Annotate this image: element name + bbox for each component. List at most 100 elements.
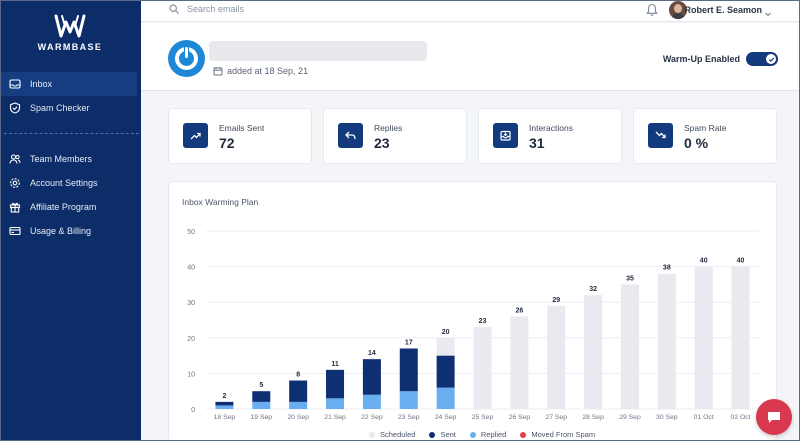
data-label: 35 <box>626 275 634 282</box>
sidebar-item-label: Spam Checker <box>30 103 90 113</box>
data-label: 17 <box>405 339 413 346</box>
x-tick-label: 20 Sep <box>287 414 309 421</box>
inbox-tray-icon <box>493 123 518 148</box>
sidebar-divider <box>4 133 139 134</box>
legend-swatch <box>369 431 375 438</box>
x-tick-label: 25 Sep <box>472 414 494 421</box>
bar-sent <box>436 355 455 388</box>
stat-card-interactions: Interactions 31 <box>478 108 622 164</box>
bar-sent <box>362 359 381 395</box>
x-tick-label: 18 Sep <box>214 414 236 421</box>
bar-scheduled <box>657 273 676 409</box>
stat-label: Spam Rate <box>684 123 727 133</box>
y-tick-label: 20 <box>187 336 195 343</box>
sidebar-item-label: Usage & Billing <box>30 226 92 236</box>
x-tick-label: 30 Sep <box>656 414 678 421</box>
data-label: 8 <box>296 372 300 379</box>
stat-value: 0 % <box>684 135 709 151</box>
bar-sent <box>252 391 271 402</box>
added-text: added at 18 Sep, 21 <box>227 66 309 76</box>
stat-card-spam-rate: Spam Rate 0 % <box>633 108 777 164</box>
bell-icon[interactable] <box>646 3 658 22</box>
warmup-toggle[interactable] <box>746 52 778 66</box>
warmbase-logo-icon <box>54 14 86 38</box>
chart-title: Inbox Warming Plan <box>182 197 259 207</box>
data-label: 23 <box>479 318 487 325</box>
stat-value: 31 <box>529 135 545 151</box>
bar-scheduled <box>510 316 529 409</box>
bar-sent <box>326 369 345 399</box>
stat-card-replies: Replies 23 <box>323 108 467 164</box>
data-label: 29 <box>552 297 560 304</box>
bar-scheduled <box>436 337 455 356</box>
gift-icon <box>8 200 22 214</box>
data-label: 2 <box>222 393 226 400</box>
x-tick-label: 26 Sep <box>509 414 531 421</box>
sidebar-item-spam-checker[interactable]: Spam Checker <box>0 96 141 120</box>
legend-item-moved-from-spam[interactable]: Moved From Spam <box>520 430 595 439</box>
sidebar-item-account-settings[interactable]: Account Settings <box>0 171 141 195</box>
stat-label: Replies <box>374 123 403 133</box>
sidebar-item-inbox[interactable]: Inbox <box>0 72 137 96</box>
account-added-date: added at 18 Sep, 21 <box>213 66 308 76</box>
bar-replied <box>362 394 381 409</box>
sidebar-item-team-members[interactable]: Team Members <box>0 147 141 171</box>
legend-swatch <box>429 431 436 438</box>
gear-icon <box>8 176 22 190</box>
chevron-down-icon[interactable] <box>764 5 772 23</box>
bar-sent <box>289 380 308 402</box>
chat-button[interactable] <box>756 399 792 435</box>
avatar[interactable] <box>669 1 687 19</box>
bar-scheduled <box>473 327 492 409</box>
trend-down-icon <box>648 123 673 148</box>
sidebar-nav-secondary: Team Members Account Settings Affiliate … <box>0 147 141 243</box>
account-header: added at 18 Sep, 21 Warm-Up Enabled <box>141 23 800 91</box>
bar-sent <box>399 348 418 392</box>
bar-sent <box>215 401 234 406</box>
data-label: 38 <box>663 265 671 272</box>
sidebar-nav-primary: Inbox Spam Checker <box>0 72 141 120</box>
legend-item-replied[interactable]: Replied <box>469 430 506 439</box>
legend-label: Sent <box>440 430 456 439</box>
chart-legend: Scheduled Sent Replied Moved From Spam <box>369 430 609 439</box>
x-tick-label: 21 Sep <box>324 414 346 421</box>
sidebar-item-usage-billing[interactable]: Usage & Billing <box>0 219 141 243</box>
top-bar: Search emails Robert E. Seamon <box>141 0 800 22</box>
user-name[interactable]: Robert E. Seamon <box>684 5 762 15</box>
stat-value: 23 <box>374 135 390 151</box>
y-tick-label: 30 <box>187 300 195 307</box>
bar-replied <box>326 398 345 409</box>
stat-card-emails-sent: Emails Sent 72 <box>168 108 312 164</box>
warmbase-logo[interactable]: WARMBASE <box>32 12 108 56</box>
data-label: 20 <box>442 329 450 336</box>
sidebar-item-label: Team Members <box>30 154 93 164</box>
legend-item-sent[interactable]: Sent <box>429 430 456 439</box>
bar-scheduled <box>584 295 603 409</box>
legend-swatch <box>520 431 527 438</box>
sidebar-item-affiliate-program[interactable]: Affiliate Program <box>0 195 141 219</box>
credit-card-icon <box>8 224 22 238</box>
y-tick-label: 0 <box>191 407 195 414</box>
bar-replied <box>289 401 308 409</box>
bar-scheduled <box>731 266 750 409</box>
bar-scheduled <box>547 305 566 409</box>
sidebar-item-label: Account Settings <box>30 178 98 188</box>
power-icon <box>175 46 198 70</box>
x-tick-label: 27 Sep <box>545 414 567 421</box>
x-tick-label: 19 Sep <box>251 414 273 421</box>
users-icon <box>8 152 22 166</box>
y-tick-label: 10 <box>187 371 195 378</box>
account-avatar <box>168 40 205 77</box>
legend-label: Scheduled <box>380 430 416 439</box>
x-tick-label: 23 Sep <box>398 414 420 421</box>
account-email-placeholder <box>209 41 427 61</box>
bar-replied <box>215 405 234 409</box>
legend-item-scheduled[interactable]: Scheduled <box>369 430 415 439</box>
search-input[interactable]: Search emails <box>169 4 244 14</box>
bar-replied <box>399 391 418 409</box>
stat-label: Interactions <box>529 123 573 133</box>
chat-icon <box>768 411 780 423</box>
y-tick-label: 40 <box>187 265 195 272</box>
logo-text: WARMBASE <box>37 42 103 52</box>
y-tick-label: 50 <box>187 229 195 236</box>
